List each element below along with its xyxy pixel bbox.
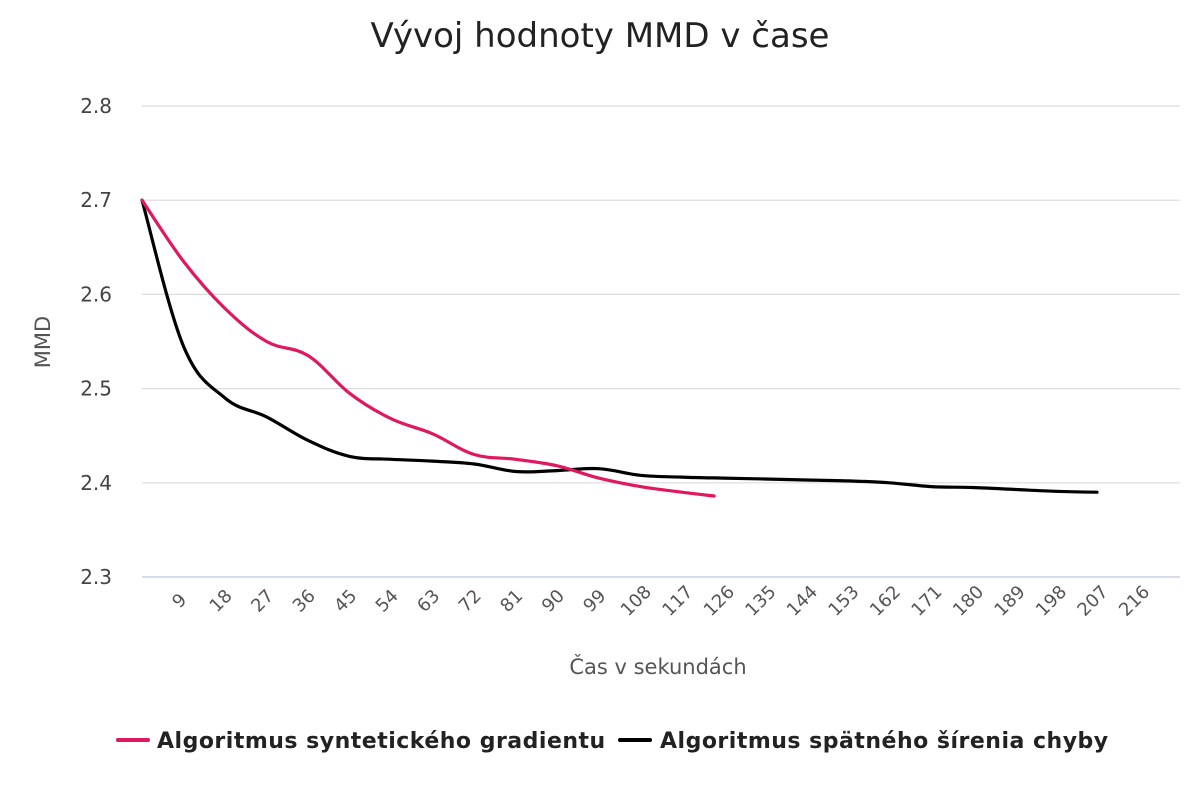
y-tick-label: 2.3: [80, 565, 112, 589]
x-tick-label: 180: [949, 582, 988, 621]
grid-lines: [142, 105, 1180, 578]
x-tick-label: 216: [1115, 582, 1154, 621]
x-tick-label: 153: [824, 582, 863, 621]
x-tick-label: 135: [741, 582, 780, 621]
x-tick-label: 198: [1032, 582, 1071, 621]
series-line-2: [140, 198, 1099, 494]
x-tick-label: 126: [700, 582, 739, 621]
y-axis-ticks: 2.3 2.4 2.5 2.6 2.7 2.8: [80, 94, 112, 589]
y-tick-label: 2.7: [80, 188, 112, 212]
x-tick-label: 162: [866, 582, 905, 621]
y-tick-label: 2.5: [80, 377, 112, 401]
x-axis-label: Čas v sekundách: [569, 654, 746, 679]
y-tick-label: 2.8: [80, 94, 112, 118]
legend: Algoritmus syntetického gradientu Algorit…: [116, 729, 1109, 754]
legend-label: Algoritmus syntetického gradientu: [157, 729, 606, 754]
legend-label: Algoritmus spätného šírenia chyby: [660, 729, 1109, 754]
x-tick-label: 108: [617, 582, 656, 621]
x-tick-label: 18: [206, 586, 237, 617]
x-tick-label: 9: [168, 590, 191, 613]
x-tick-label: 27: [247, 586, 278, 617]
x-axis-ticks: 9 18 27 36 45 54 63 72 81 90 99 108 117 126 135 144 153 1…: [168, 582, 1154, 621]
x-tick-label: 117: [658, 582, 697, 621]
x-tick-label: 36: [289, 586, 320, 617]
series-line-1: [140, 198, 716, 498]
x-tick-label: 90: [538, 586, 569, 617]
x-tick-label: 99: [579, 586, 610, 617]
x-tick-label: 171: [907, 582, 946, 621]
x-tick-label: 63: [413, 586, 444, 617]
x-tick-label: 207: [1073, 582, 1112, 621]
x-tick-label: 189: [990, 582, 1029, 621]
x-tick-label: 144: [783, 582, 822, 621]
y-axis-label: MMD: [31, 316, 55, 368]
x-tick-label: 54: [372, 586, 403, 617]
series-lines: [140, 198, 1099, 498]
x-tick-label: 81: [496, 586, 527, 617]
x-tick-label: 45: [330, 586, 361, 617]
x-tick-label: 72: [455, 586, 486, 617]
chart-title: Vývoj hodnoty MMD v čase: [371, 16, 830, 56]
y-tick-label: 2.4: [80, 471, 112, 495]
y-tick-label: 2.6: [80, 282, 112, 306]
